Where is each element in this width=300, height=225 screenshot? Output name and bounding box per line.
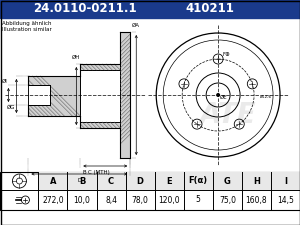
Bar <box>1 172 300 210</box>
Text: D: D <box>136 176 144 185</box>
Text: ØH: ØH <box>72 55 80 60</box>
Text: 5: 5 <box>196 196 201 205</box>
Text: H: H <box>253 176 260 185</box>
Text: 14,5: 14,5 <box>277 196 294 205</box>
Bar <box>28 76 80 116</box>
Text: G: G <box>224 176 231 185</box>
Text: ØG: ØG <box>7 104 15 110</box>
Text: 272,0: 272,0 <box>42 196 64 205</box>
Text: 10,0: 10,0 <box>74 196 90 205</box>
Bar <box>38 172 300 190</box>
Text: ø12,6: ø12,6 <box>260 95 272 99</box>
Text: C (MTH): C (MTH) <box>88 170 110 175</box>
Text: ØA: ØA <box>132 23 140 28</box>
Text: 24.0110-0211.1: 24.0110-0211.1 <box>34 2 137 16</box>
Text: ATE: ATE <box>200 101 256 129</box>
Text: A: A <box>50 176 56 185</box>
Text: I: I <box>284 176 287 185</box>
Text: Illustration similar: Illustration similar <box>2 27 52 32</box>
Text: B: B <box>79 176 85 185</box>
Bar <box>28 85 50 105</box>
Text: 78,0: 78,0 <box>132 196 148 205</box>
Text: F(α): F(α) <box>189 176 208 185</box>
Bar <box>1 0 300 18</box>
Text: ØI: ØI <box>2 79 8 83</box>
Text: 75,0: 75,0 <box>219 196 236 205</box>
Text: 410211: 410211 <box>186 2 235 16</box>
Circle shape <box>216 93 220 97</box>
Text: D: D <box>77 178 82 183</box>
Text: B: B <box>82 170 86 175</box>
Bar <box>80 64 120 70</box>
Text: ØE: ØE <box>220 94 228 99</box>
Text: 120,0: 120,0 <box>158 196 180 205</box>
Text: 8,4: 8,4 <box>105 196 117 205</box>
Bar <box>80 122 120 128</box>
Bar <box>120 32 130 158</box>
Text: 160,8: 160,8 <box>246 196 267 205</box>
Text: C: C <box>108 176 114 185</box>
Text: F⊕: F⊕ <box>222 52 230 58</box>
Text: Abbildung ähnlich: Abbildung ähnlich <box>2 21 52 26</box>
Text: E: E <box>167 176 172 185</box>
